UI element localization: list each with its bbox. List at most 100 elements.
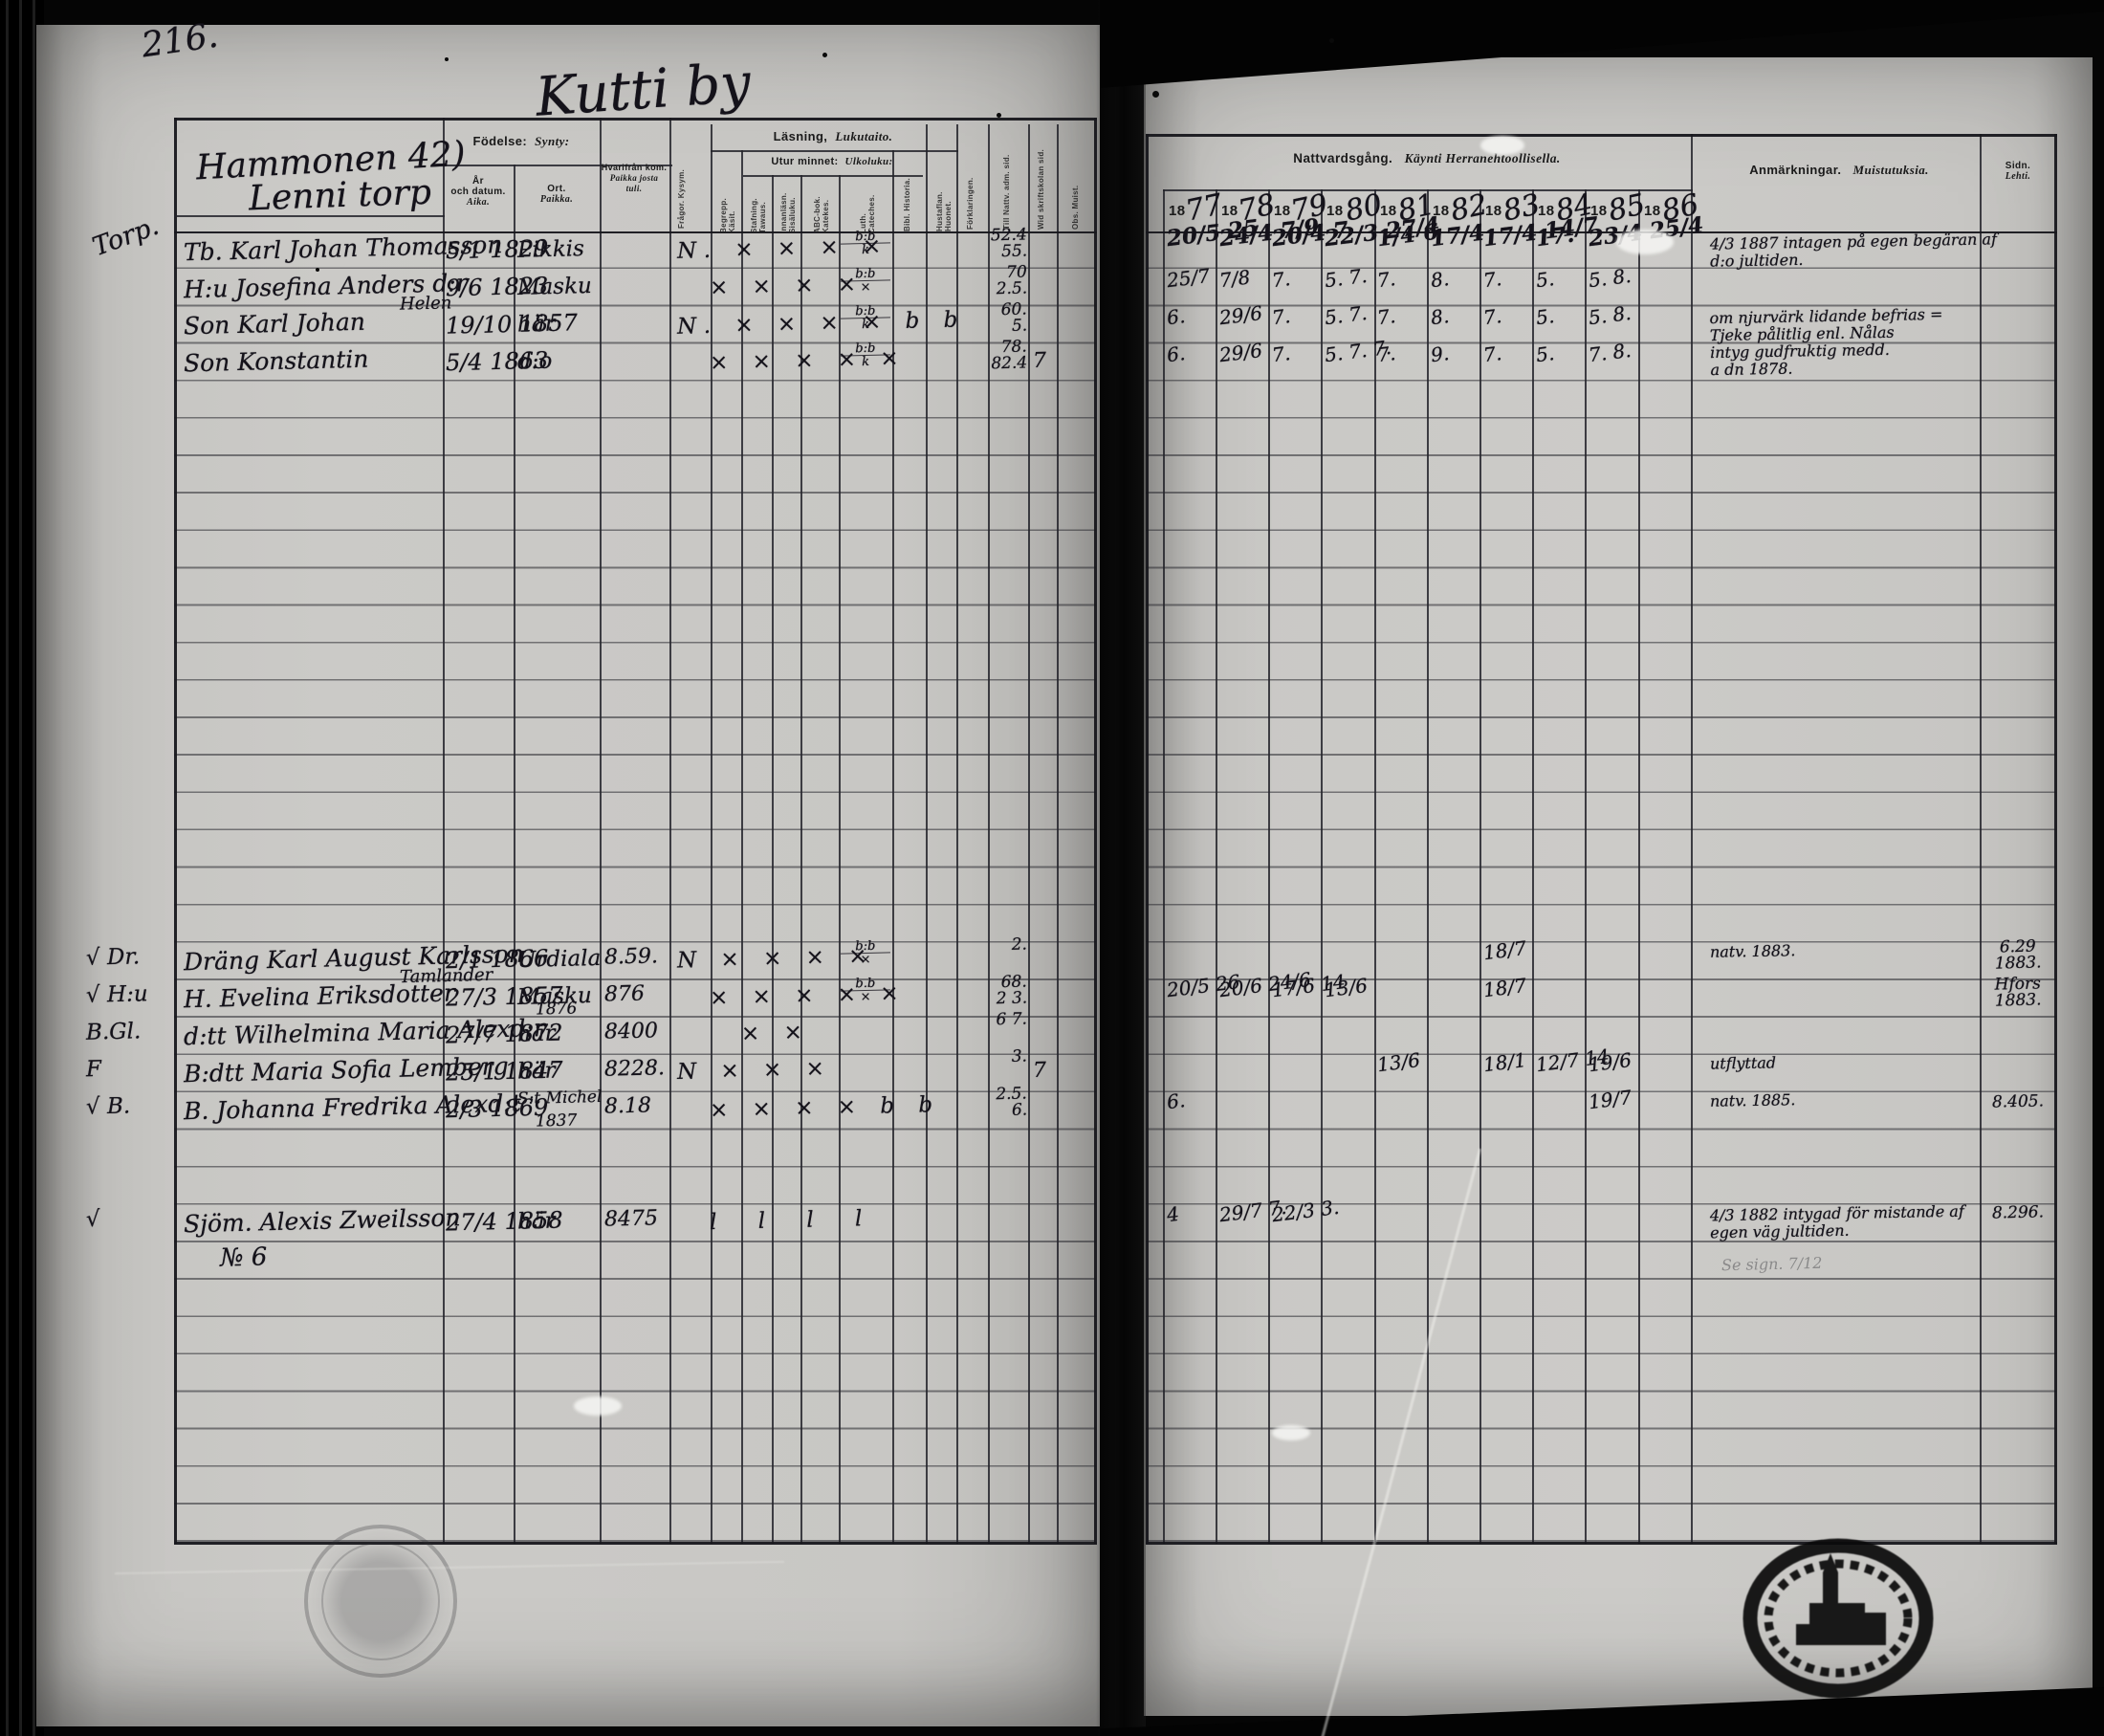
archive-seal-stamp (1742, 1538, 1934, 1699)
exam-number: 2.5. (996, 278, 1028, 299)
grid-line (1321, 189, 1323, 1544)
remark-note: natv. 1883. (1709, 941, 1796, 961)
vertical-column-label: Stafning. Tawaus. (750, 198, 767, 233)
communion-mark: 7. (1375, 304, 1397, 330)
reading-header: Läsning, Lukutaito. (711, 129, 955, 144)
arrival-ref: 8475 (603, 1206, 659, 1232)
birth-place: Masku (516, 274, 593, 300)
arrival-ref: 8.59. (603, 944, 659, 970)
year-prefix: 18 (1644, 203, 1661, 219)
reading-header-fi: Lukutaito. (835, 129, 893, 143)
entry-name: B. Johanna Fredrika Alexd:t (183, 1088, 522, 1126)
vertical-column-label: Luth. Cateches. (859, 194, 876, 234)
page-ref-line: 8.405. (1991, 1091, 2045, 1112)
remark-note: natv. 1885. (1710, 1090, 1796, 1110)
exam-numbers: 60. 5. (983, 299, 1028, 336)
year-prefix: 18 (1380, 203, 1397, 219)
grid-line (1638, 189, 1640, 1544)
birth-place: här (516, 1208, 556, 1235)
year-prefix: 18 (1538, 203, 1555, 219)
communion-mark: 12/7 14 (1534, 1044, 1611, 1077)
birth-header-fi: Synty: (535, 134, 570, 148)
grid-line (669, 118, 671, 1544)
page-ref-column-header: Sidn. Lehti. (1982, 161, 2054, 182)
year-prefix: 18 (1326, 203, 1344, 219)
communion-mark: 7. (1375, 267, 1397, 293)
entry-name: Sjöm. Alexis Zweilsson (183, 1203, 461, 1239)
reading-header-sv: Läsning, (773, 129, 828, 143)
grid-line (1146, 231, 2057, 233)
table-row: √ H:u H. Evelina Eriksdotter Tamlander 2… (0, 965, 2104, 1020)
communion-mark: 7. (1481, 341, 1503, 367)
page-reference: 8.296. (1983, 1202, 2052, 1223)
reading-marks: N × × × (676, 1056, 834, 1085)
remarks-header-fi: Muistutuksia. (1852, 163, 1929, 177)
page-reference: 6.29 1883. (1983, 937, 2053, 974)
grid-line (800, 175, 802, 1544)
row-prefix: B.Gl. (85, 1019, 142, 1045)
page-ref-line: 8.296. (1991, 1202, 2045, 1223)
book-gutter (1096, 0, 1146, 1736)
grid-line (600, 118, 602, 1544)
dust-speck (1329, 38, 1334, 43)
arrival-ref: 8228. (603, 1056, 666, 1082)
from-col-line-fi: tuli. (625, 184, 643, 193)
vertical-column-label: Begrepp. Käsit. (719, 197, 736, 233)
communion-header-sv: Nattvardsgång. (1293, 151, 1393, 165)
grid-line (711, 150, 958, 152)
communion-mark: 7. (1270, 341, 1292, 367)
from-col-line: Hvarifrån kom. (601, 163, 668, 172)
grid-line (1146, 1542, 2057, 1545)
communion-mark: 24/4 7/9 (1217, 213, 1321, 253)
grid-line (892, 150, 894, 1544)
communion-mark: 25/7 (1165, 263, 1212, 293)
communion-mark: 7. (1375, 341, 1397, 367)
remarks-header: Anmärkningar. Muistutuksia. (1700, 163, 1978, 178)
reading-grade: b:b × (840, 939, 891, 967)
exam-numbers: 70 2.5. (983, 262, 1028, 299)
stray-mark: 7 (1032, 348, 1047, 374)
grid-line (1028, 124, 1030, 1544)
place-col-line-fi: Paikka. (539, 194, 574, 205)
row-prefix: √ Dr. (85, 944, 141, 971)
communion-mark: 6. (1165, 1088, 1187, 1114)
place-col-line: Ort. (547, 184, 566, 194)
exam-numbers: 68. 2 3. (983, 972, 1028, 1008)
entry-name: B:dtt Maria Sofia Lemberg (183, 1052, 509, 1088)
year-prefix: 18 (1169, 203, 1186, 219)
communion-mark: 5. 8. (1587, 300, 1633, 330)
remark-line: natv. 1883. (1709, 941, 1796, 961)
communion-mark: 7. (1270, 267, 1292, 293)
communion-mark: 9. (1429, 341, 1451, 367)
entry-name: Son Karl Johan (183, 307, 366, 341)
table-row: Son Karl Johan Helen 19/10 1857 här N. ×… (0, 293, 2104, 379)
grade-bottom: × (860, 989, 871, 1005)
remark-note: 4/3 1882 intygad för mistande af egen väg… (1710, 1202, 1965, 1242)
communion-mark: 20/6 24/6 (1217, 967, 1313, 1002)
grid-line (443, 165, 672, 166)
reading-grade: b:b k (840, 230, 891, 257)
remark-line: egen väg jultiden. (1710, 1220, 1850, 1242)
grid-line (443, 118, 445, 1544)
remark-note: 4/3 1887 intagen på egen begäran af d:o j… (1710, 230, 1998, 270)
exam-number: 6. (1011, 1100, 1028, 1120)
communion-mark: 13/6 (1375, 1047, 1422, 1077)
grid-line (514, 165, 515, 1544)
grid-line (174, 118, 177, 1544)
grid-line (1146, 134, 2057, 137)
grid-line (174, 215, 445, 217)
grid-line (1268, 189, 1270, 1544)
page-ref-line: 1883. (1994, 953, 2042, 974)
birth-header: Födelse: Synty: (443, 134, 600, 149)
exam-number: 5. (1011, 316, 1028, 336)
arrival-ref: 876 (603, 981, 646, 1007)
row-number-label: № 6 (219, 1242, 268, 1273)
grid-line (1691, 134, 1693, 1544)
memory-header: Utur minnet: Ulkoluku: (743, 156, 921, 167)
page-ref-col-line-fi: Lehti. (2005, 171, 2031, 182)
grid-line (1163, 189, 1693, 191)
grid-line (1532, 189, 1534, 1544)
row-prefix: √ (85, 1206, 100, 1233)
pencil-note: Se sign. 7/12 (1720, 1253, 1823, 1275)
